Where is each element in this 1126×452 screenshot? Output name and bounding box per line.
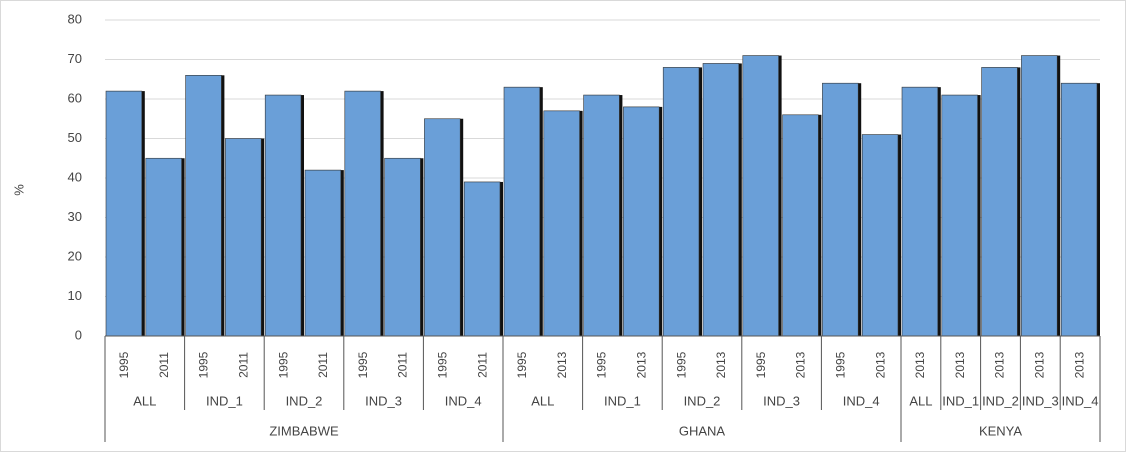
- country-label: ZIMBABWE: [269, 423, 339, 438]
- y-tick-label: 80: [68, 11, 82, 26]
- bar: [264, 94, 302, 337]
- group-label: IND_4: [1062, 393, 1099, 408]
- y-tick-label: 10: [68, 288, 82, 303]
- y-axis-label: %: [11, 184, 26, 196]
- group-label: ALL: [531, 393, 554, 408]
- x-tick-label: 2013: [634, 351, 648, 378]
- country-label: KENYA: [979, 423, 1022, 438]
- country-label: GHANA: [679, 423, 726, 438]
- x-tick-label: 2013: [794, 351, 808, 378]
- y-tick-label: 50: [68, 130, 82, 145]
- bar: [543, 110, 580, 337]
- bar: [981, 67, 1018, 337]
- bar: [782, 114, 819, 337]
- bar: [742, 55, 779, 337]
- x-tick-label: 2013: [953, 351, 967, 378]
- x-tick-label: 2013: [913, 351, 927, 378]
- bar: [822, 82, 859, 337]
- x-tick-label: 2013: [993, 351, 1007, 378]
- bar: [941, 94, 978, 337]
- x-tick-label: 2011: [236, 352, 250, 378]
- group-label: IND_3: [365, 393, 402, 408]
- y-tick-label: 20: [68, 248, 82, 263]
- group-label: IND_3: [763, 393, 800, 408]
- group-label: IND_1: [604, 393, 641, 408]
- y-tick-label: 60: [68, 90, 82, 105]
- bar: [583, 94, 620, 337]
- x-tick-label: 1995: [754, 351, 768, 378]
- group-label: IND_1: [206, 393, 243, 408]
- x-tick-label: 2013: [555, 351, 569, 378]
- group-label: IND_2: [286, 393, 323, 408]
- bar: [185, 75, 222, 337]
- bar: [1021, 55, 1058, 337]
- x-tick-label: 1995: [595, 351, 609, 378]
- x-tick-label: 1995: [117, 351, 131, 378]
- x-tick-label: 1995: [435, 351, 449, 378]
- bar: [901, 86, 939, 337]
- x-tick-label: 2013: [1072, 351, 1086, 378]
- group-label: ALL: [133, 393, 156, 408]
- bar: [503, 86, 541, 337]
- group-label: ALL: [909, 393, 932, 408]
- x-tick-label: 2011: [396, 352, 410, 378]
- bar: [424, 118, 461, 337]
- x-tick-label: 2013: [714, 351, 728, 378]
- x-tick-label: 2013: [873, 351, 887, 378]
- y-tick-label: 30: [68, 209, 82, 224]
- x-tick-label: 2011: [475, 352, 489, 378]
- bar: [105, 90, 143, 337]
- group-label: IND_4: [445, 393, 482, 408]
- x-tick-label: 1995: [197, 351, 211, 378]
- bar: [145, 157, 182, 337]
- bar: [304, 169, 342, 337]
- group-label: IND_3: [1022, 393, 1059, 408]
- bar: [344, 90, 381, 337]
- bar: [662, 67, 700, 337]
- group-label: IND_2: [982, 393, 1019, 408]
- bar: [225, 138, 262, 337]
- x-tick-label: 1995: [515, 351, 529, 378]
- group-label: IND_4: [843, 393, 880, 408]
- bar: [463, 181, 501, 337]
- x-tick-label: 1995: [674, 351, 688, 378]
- x-tick-label: 1995: [276, 351, 290, 378]
- bar: [1060, 82, 1098, 337]
- bar: [384, 157, 421, 337]
- x-tick-label: 1995: [833, 351, 847, 378]
- bar: [702, 63, 740, 337]
- bar: [623, 106, 660, 337]
- y-tick-label: 70: [68, 51, 82, 66]
- y-tick-label: 40: [68, 169, 82, 184]
- bar: [861, 134, 899, 337]
- y-tick-label: 0: [75, 327, 82, 342]
- group-label: IND_2: [684, 393, 721, 408]
- x-tick-label: 2011: [316, 352, 330, 378]
- x-tick-label: 2013: [1032, 351, 1046, 378]
- x-tick-label: 2011: [157, 352, 171, 378]
- x-tick-label: 1995: [356, 351, 370, 378]
- group-label: IND_1: [942, 393, 979, 408]
